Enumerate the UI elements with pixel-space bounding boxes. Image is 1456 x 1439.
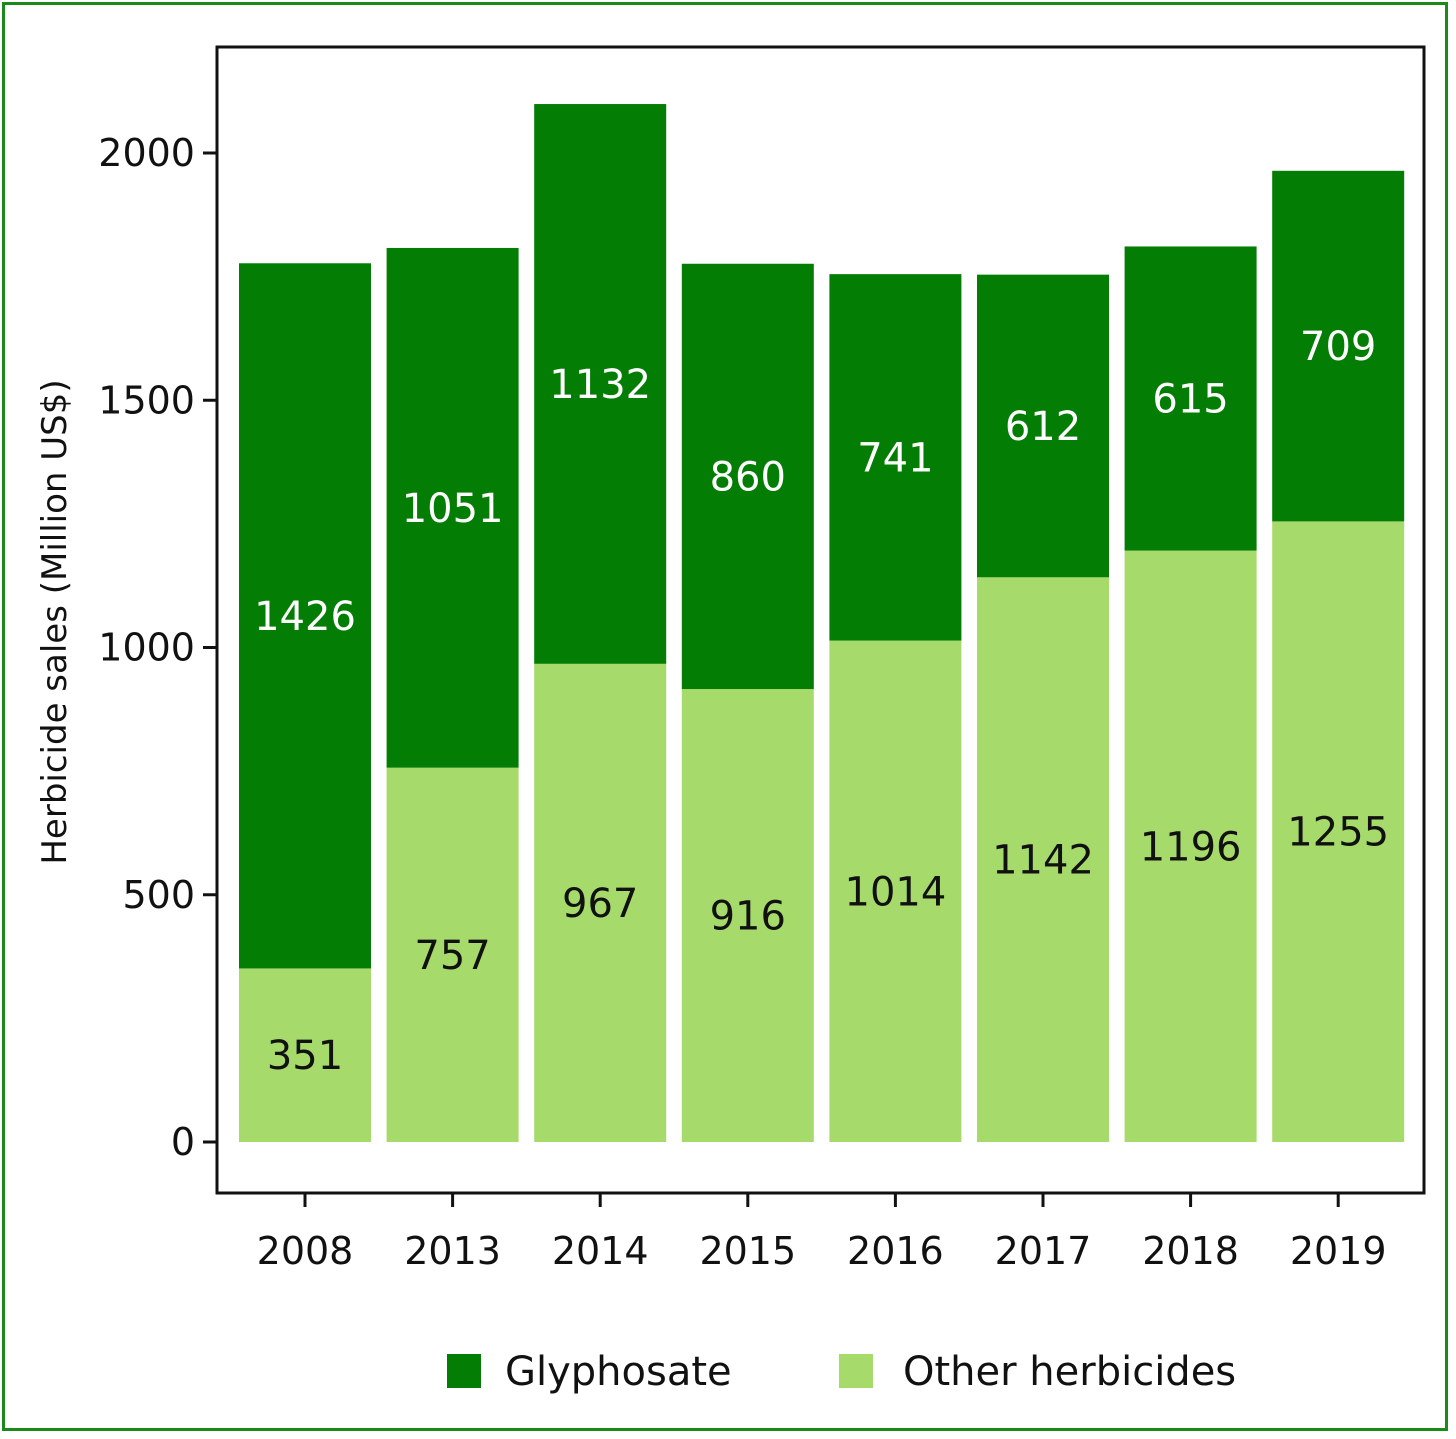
data-labels-group: 351 1426 757 1051 967 1132 916 860 1014 741 1142 61…	[254, 324, 1389, 1079]
legend-label-glyphosate: Glyphosate	[505, 1349, 732, 1395]
x-tick-label: 2017	[995, 1229, 1092, 1273]
data-label-other-herbicides-2014: 967	[562, 881, 638, 927]
data-label-glyphosate-2013: 1051	[402, 486, 504, 532]
data-label-glyphosate-2017: 612	[1005, 404, 1081, 450]
legend-label-other-herbicides: Other herbicides	[903, 1349, 1236, 1395]
data-label-glyphosate-2019: 709	[1300, 324, 1376, 370]
data-label-other-herbicides-2015: 916	[710, 894, 786, 940]
y-tick-label: 1000	[98, 626, 195, 670]
x-tick-label: 2018	[1142, 1229, 1239, 1273]
data-label-other-herbicides-2017: 1142	[992, 838, 1094, 884]
bar-other-herbicides-2019	[1272, 521, 1405, 1142]
data-label-other-herbicides-2016: 1014	[845, 869, 947, 915]
data-label-glyphosate-2014: 1132	[549, 362, 651, 408]
x-tick-label: 2016	[847, 1229, 944, 1273]
y-axis-title: Herbicide sales (Million US$)	[35, 379, 75, 864]
data-label-other-herbicides-2008: 351	[267, 1033, 343, 1079]
bar-other-herbicides-2017	[977, 577, 1109, 1142]
bar-glyphosate-2019	[1272, 170, 1405, 522]
legend-swatch-other-herbicides	[839, 1354, 873, 1388]
x-axis: 2008 2013 2014 2015 2016 2017 2018 2019	[257, 1193, 1387, 1273]
x-tick-label: 2008	[257, 1229, 354, 1273]
bars-group	[239, 104, 1405, 1142]
data-label-other-herbicides-2013: 757	[414, 933, 490, 979]
legend-swatch-glyphosate	[447, 1354, 481, 1388]
data-label-glyphosate-2018: 615	[1152, 377, 1228, 423]
bar-glyphosate-2017	[977, 274, 1109, 578]
bar-glyphosate-2008	[239, 263, 371, 969]
y-tick-label: 500	[122, 873, 195, 917]
x-tick-label: 2015	[699, 1229, 796, 1273]
legend: Glyphosate Other herbicides	[447, 1349, 1236, 1395]
bar-other-herbicides-2014	[534, 663, 667, 1142]
bar-glyphosate-2014	[534, 104, 667, 664]
bar-other-herbicides-2018	[1124, 550, 1257, 1142]
x-tick-label: 2019	[1290, 1229, 1387, 1273]
bar-other-herbicides-2016	[829, 640, 962, 1142]
y-tick-label: 1500	[98, 378, 195, 422]
data-label-glyphosate-2015: 860	[710, 454, 786, 500]
data-label-glyphosate-2016: 741	[857, 435, 933, 481]
bar-other-herbicides-2008	[239, 968, 371, 1142]
bar-glyphosate-2015	[681, 263, 814, 690]
data-label-other-herbicides-2018: 1196	[1140, 824, 1242, 870]
bar-glyphosate-2018	[1124, 246, 1257, 551]
y-tick-label: 2000	[98, 131, 195, 175]
y-axis: 0 500 1000 1500 2000	[98, 131, 217, 1164]
y-tick-label: 0	[171, 1120, 195, 1164]
data-label-glyphosate-2008: 1426	[254, 594, 356, 640]
x-tick-label: 2014	[552, 1229, 649, 1273]
data-label-other-herbicides-2019: 1255	[1287, 810, 1389, 856]
bar-other-herbicides-2013	[386, 767, 519, 1142]
plot-area-frame	[215, 45, 1426, 1195]
bar-glyphosate-2016	[829, 274, 962, 641]
bar-other-herbicides-2015	[681, 689, 814, 1142]
x-tick-label: 2013	[404, 1229, 501, 1273]
bar-glyphosate-2013	[386, 247, 519, 768]
